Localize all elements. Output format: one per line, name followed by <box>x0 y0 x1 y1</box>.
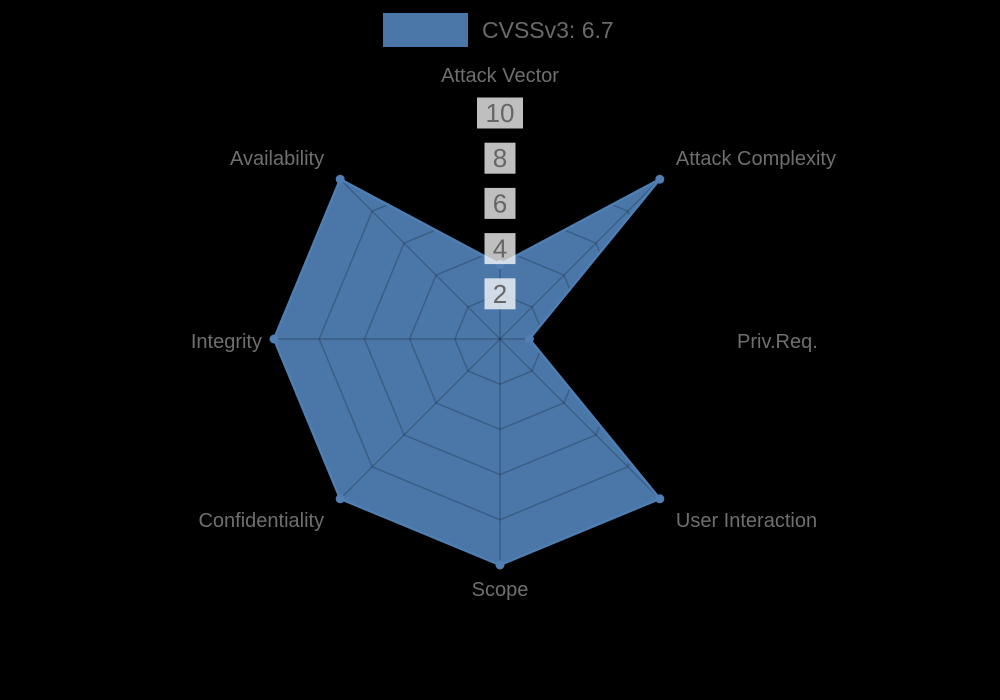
tick-backdrop-2 <box>484 278 516 310</box>
axis-label-attack-complexity: Attack Complexity <box>676 148 836 170</box>
axis-label-integrity: Integrity <box>191 331 262 353</box>
tick-label-10: 10 <box>486 98 515 128</box>
tick-backdrop-4 <box>484 233 516 265</box>
tick-label-4: 4 <box>493 234 507 264</box>
axis-label-confidentiality: Confidentiality <box>198 510 324 532</box>
grid-ring-8 <box>318 157 682 521</box>
tick-backdrop-10 <box>477 97 523 129</box>
data-point-user-interaction <box>655 494 665 504</box>
axis-label-user-interaction: User Interaction <box>676 510 817 532</box>
tick-label-2: 2 <box>493 279 507 309</box>
axis-label-attack-vector: Attack Vector <box>441 65 559 87</box>
axis-label-priv-req: Priv.Req. <box>737 331 818 353</box>
grid-ring-2 <box>453 292 547 386</box>
axis-line-attack-complexity <box>499 178 661 340</box>
axis-label-scope: Scope <box>472 579 529 601</box>
tick-label-8: 8 <box>493 143 507 173</box>
data-point-scope <box>495 560 505 570</box>
grid-ring-6 <box>363 202 637 476</box>
axis-label-availability: Availability <box>230 148 324 170</box>
axis-line-confidentiality <box>339 338 501 500</box>
data-point-confidentiality <box>335 494 345 504</box>
grid-ring-4 <box>408 247 592 431</box>
radar-fill <box>274 179 660 565</box>
legend[interactable]: CVSSv3: 6.7 <box>383 13 614 47</box>
tick-label-6: 6 <box>493 188 507 218</box>
legend-swatch[interactable] <box>383 13 468 47</box>
tick-backdrop-8 <box>484 142 516 174</box>
data-point-priv-req <box>524 334 534 344</box>
legend-label: CVSSv3: 6.7 <box>482 17 614 43</box>
axis-line-user-interaction <box>499 338 661 500</box>
tick-backdrop-6 <box>484 187 516 219</box>
data-point-integrity <box>269 334 279 344</box>
axis-line-availability <box>339 178 501 340</box>
data-point-availability <box>335 174 345 184</box>
data-point-attack-complexity <box>655 174 665 184</box>
